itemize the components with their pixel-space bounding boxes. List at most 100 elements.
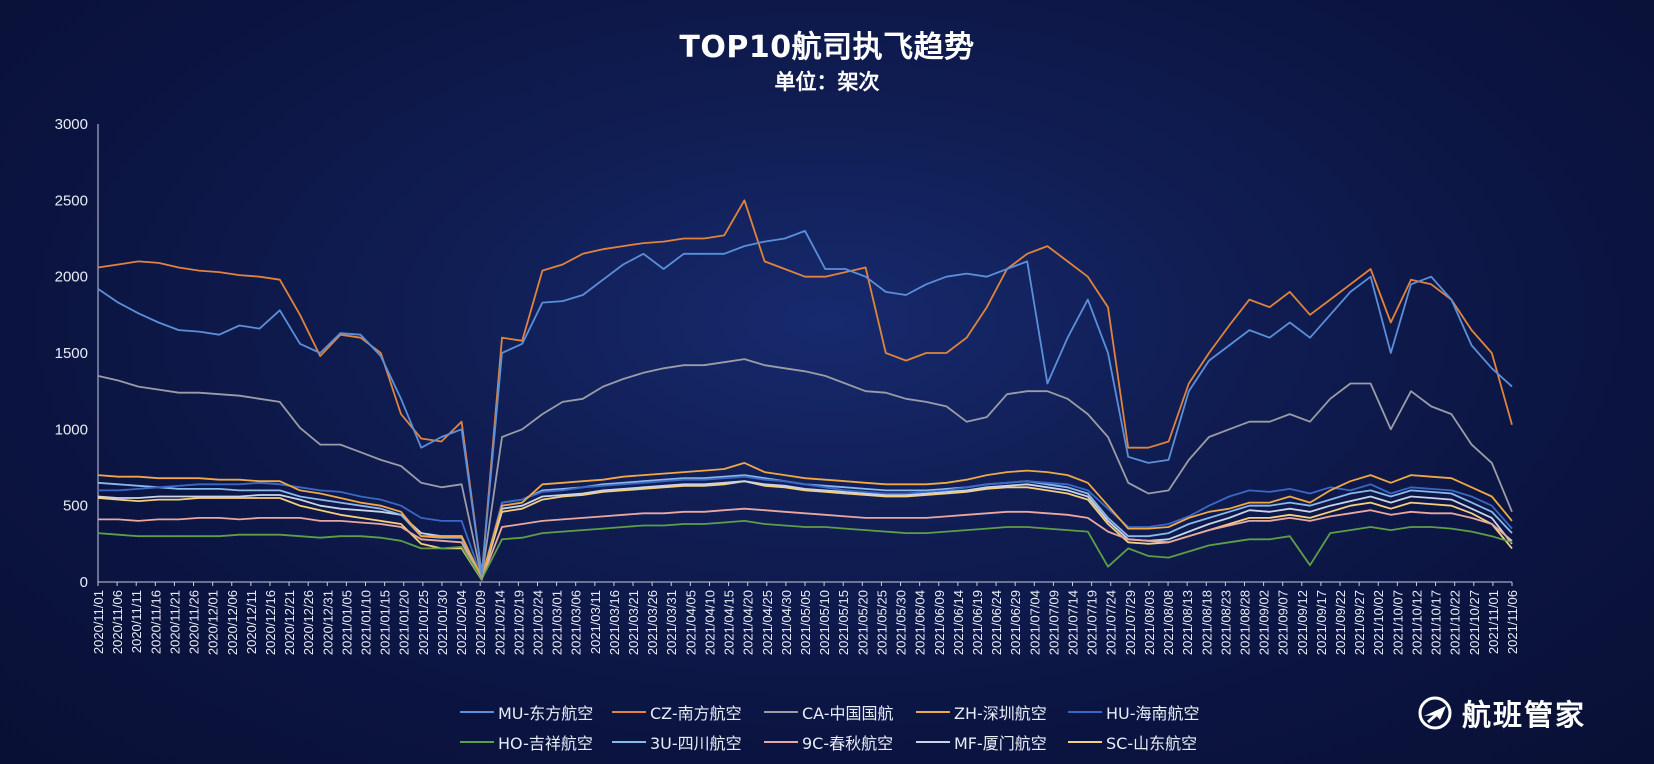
x-tick-label: 2021/02/24 <box>530 590 545 655</box>
x-tick-label: 2021/05/10 <box>817 590 832 655</box>
y-tick-label: 500 <box>63 498 88 515</box>
x-tick-label: 2021/04/25 <box>760 590 775 655</box>
x-tick-label: 2021/07/04 <box>1027 590 1042 655</box>
x-tick-label: 2020/11/21 <box>167 590 182 654</box>
series-line-CZ-南方航空 <box>97 199 1513 576</box>
legend-label: HO-吉祥航空 <box>498 734 593 753</box>
x-tick-label: 2020/12/01 <box>206 590 221 655</box>
x-tick-label: 2021/04/10 <box>702 590 717 655</box>
x-tick-label: 2020/12/26 <box>301 590 316 655</box>
legend-label: 9C-春秋航空 <box>802 734 894 753</box>
legend-swatch <box>916 741 950 743</box>
x-tick-label: 2020/12/31 <box>320 590 335 655</box>
x-tick-label: 2021/09/22 <box>1333 590 1348 655</box>
legend-swatch <box>916 711 950 713</box>
x-tick-label: 2021/08/13 <box>1180 590 1195 655</box>
legend-swatch <box>764 741 798 743</box>
legend-item: ZH-深圳航空 <box>916 702 1068 723</box>
x-tick-label: 2021/03/01 <box>550 590 565 655</box>
legend-item: SC-山东航空 <box>1068 732 1220 753</box>
brand-watermark: 航班管家 <box>1418 692 1586 734</box>
brand-name: 航班管家 <box>1462 698 1587 732</box>
x-tick-label: 2021/02/09 <box>473 590 488 655</box>
chart-title: TOP10航司执飞趋势 <box>679 30 975 65</box>
x-tick-label: 2021/10/27 <box>1467 590 1482 655</box>
x-tick-label: 2021/05/05 <box>798 590 813 655</box>
x-tick-label: 2021/09/27 <box>1352 590 1367 655</box>
x-tick-label: 2021/01/30 <box>435 590 450 655</box>
x-tick-label: 2021/09/17 <box>1314 590 1329 655</box>
x-tick-label: 2021/11/06 <box>1505 590 1520 654</box>
x-tick-label: 2021/10/07 <box>1390 590 1405 655</box>
legend-swatch <box>1068 711 1102 713</box>
series-line-HU-海南航空 <box>98 475 1513 579</box>
x-tick-label: 2021/01/15 <box>378 590 393 655</box>
x-tick-label: 2021/01/25 <box>416 590 431 655</box>
x-tick-label: 2021/08/28 <box>1237 590 1252 655</box>
legend-swatch <box>764 711 798 713</box>
legend-item: MF-厦门航空 <box>916 732 1068 753</box>
legend-item: CZ-南方航空 <box>612 702 764 723</box>
x-tick-label: 2021/08/18 <box>1199 590 1214 655</box>
y-tick-label: 0 <box>80 574 88 591</box>
x-tick-label: 2021/07/24 <box>1104 590 1119 655</box>
y-tick-label: 3000 <box>55 116 88 133</box>
legend-swatch <box>612 741 646 743</box>
x-tick-label: 2021/06/29 <box>1008 590 1023 655</box>
x-tick-label: 2021/03/11 <box>588 590 603 654</box>
x-tick-label: 2021/01/20 <box>397 590 412 655</box>
x-tick-label: 2021/04/30 <box>779 590 794 655</box>
legend-swatch <box>612 711 646 713</box>
x-tick-label: 2021/04/20 <box>741 590 756 655</box>
legend-item: CA-中国国航 <box>764 702 916 723</box>
x-tick-label: 2020/12/06 <box>225 590 240 655</box>
x-tick-label: 2021/09/12 <box>1295 590 1310 655</box>
series-line-ZH-深圳航空 <box>97 461 1513 579</box>
legend-item: 9C-春秋航空 <box>764 732 916 753</box>
legend-item: 3U-四川航空 <box>612 732 764 753</box>
legend-label: MF-厦门航空 <box>954 734 1047 753</box>
x-tick-label: 2021/02/14 <box>492 590 507 655</box>
x-tick-label: 2021/04/05 <box>683 590 698 655</box>
x-tick-label: 2021/02/04 <box>454 590 469 655</box>
legend-item: MU-东方航空 <box>460 702 612 723</box>
legend-label: 3U-四川航空 <box>650 734 742 753</box>
x-tick-label: 2021/07/19 <box>1085 590 1100 655</box>
series-line-CA-中国国航 <box>97 358 1513 579</box>
y-tick-label: 1500 <box>55 345 88 362</box>
series-line-SC-山东航空 <box>97 480 1513 581</box>
x-tick-label: 2021/03/21 <box>626 590 641 655</box>
chart-legend: MU-东方航空 CZ-南方航空 CA-中国国航 ZH-深圳航空 HU-海南航空 HO-吉祥… <box>460 702 1220 753</box>
x-tick-label: 2021/04/15 <box>722 590 737 655</box>
x-tick-label: 2020/11/01 <box>91 590 106 654</box>
x-tick-label: 2021/08/08 <box>1161 590 1176 655</box>
legend-swatch <box>460 741 494 743</box>
series-line-MF-厦门航空 <box>97 480 1513 580</box>
x-tick-label: 2021/03/31 <box>664 590 679 655</box>
x-tick-label: 2021/01/05 <box>339 590 354 655</box>
x-tick-label: 2021/08/23 <box>1218 590 1233 655</box>
airplane-logo-icon <box>1418 696 1452 730</box>
legend-label: CA-中国国航 <box>802 704 894 723</box>
x-tick-label: 2021/05/15 <box>836 590 851 655</box>
x-tick-label: 2021/10/02 <box>1371 590 1386 655</box>
x-tick-label: 2021/05/25 <box>874 590 889 655</box>
legend-label: MU-东方航空 <box>498 704 594 723</box>
x-tick-label: 2020/12/21 <box>282 590 297 655</box>
x-tick-label: 2021/06/04 <box>913 590 928 655</box>
legend-swatch <box>460 711 494 713</box>
x-tick-label: 2020/11/11 <box>129 590 144 653</box>
x-tick-label: 2021/06/14 <box>951 590 966 655</box>
x-tick-label: 2020/11/26 <box>187 590 202 654</box>
x-tick-label: 2021/06/24 <box>989 590 1004 655</box>
legend-label: ZH-深圳航空 <box>954 704 1047 723</box>
series-line-HO-吉祥航空 <box>97 520 1513 580</box>
y-tick-label: 2000 <box>55 269 88 286</box>
x-tick-label: 2020/11/16 <box>148 590 163 654</box>
y-tick-label: 2500 <box>55 192 88 209</box>
x-tick-label: 2021/05/30 <box>894 590 909 655</box>
x-tick-label: 2021/03/26 <box>645 590 660 655</box>
x-tick-label: 2020/12/16 <box>263 590 278 655</box>
legend-item: HU-海南航空 <box>1068 702 1220 723</box>
